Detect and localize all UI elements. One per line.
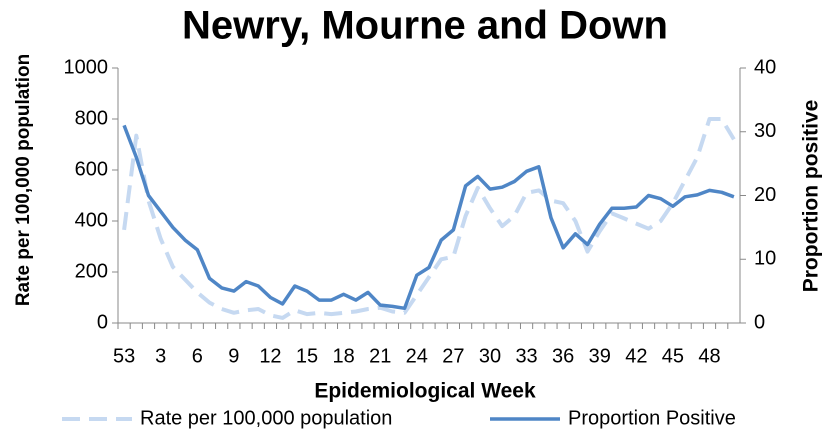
y-tick-label: 800 [75, 107, 108, 129]
x-tick-label: 15 [296, 345, 318, 367]
y-tick-label: 600 [75, 158, 108, 180]
x-tick-label: 18 [333, 345, 355, 367]
y-tick-label: 200 [75, 260, 108, 282]
x-tick-label: 42 [625, 345, 647, 367]
x-tick-label: 53 [113, 345, 135, 367]
y-axis-title: Rate per 100,000 population [13, 54, 34, 306]
x-tick-label: 30 [479, 345, 501, 367]
x-tick-label: 24 [406, 345, 428, 367]
y2-axis-title: Proportion positive [800, 100, 823, 293]
x-tick-label: 48 [698, 345, 720, 367]
x-tick-label: 3 [155, 345, 166, 367]
x-tick-label: 27 [442, 345, 464, 367]
x-tick-label: 12 [259, 345, 281, 367]
x-tick-label: 36 [552, 345, 574, 367]
y-tick-label: 1000 [64, 56, 109, 78]
y-tick-label: 0 [97, 311, 108, 333]
y-tick-label: 400 [75, 209, 108, 231]
x-tick-label: 6 [192, 345, 203, 367]
y2-tick-label: 20 [754, 184, 776, 206]
x-tick-label: 39 [589, 345, 611, 367]
chart-title: Newry, Mourne and Down [182, 4, 668, 48]
legend-label: Proportion Positive [568, 407, 736, 429]
legend-label: Rate per 100,000 population [140, 407, 392, 429]
x-axis-title: Epidemiological Week [314, 380, 536, 403]
x-tick-label: 21 [369, 345, 391, 367]
y2-tick-label: 0 [754, 311, 765, 333]
y2-tick-label: 10 [754, 248, 776, 270]
series-line [122, 124, 735, 311]
y2-tick-label: 40 [754, 56, 776, 78]
y2-tick-label: 30 [754, 120, 776, 142]
x-tick-label: 45 [662, 345, 684, 367]
x-tick-label: 9 [228, 345, 239, 367]
x-tick-label: 33 [515, 345, 537, 367]
series-line [122, 117, 736, 320]
